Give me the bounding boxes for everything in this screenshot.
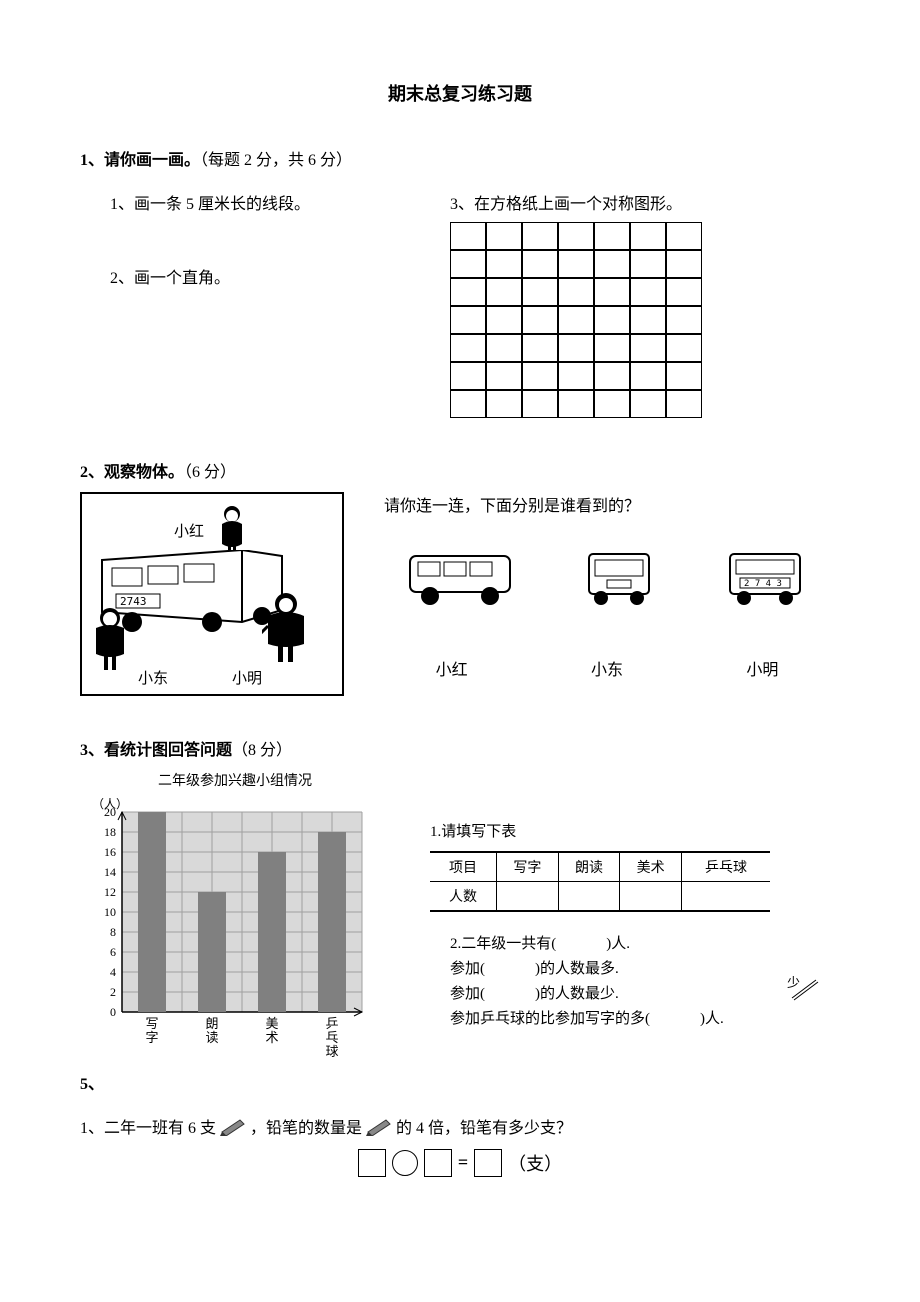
strike-icon	[790, 978, 820, 1002]
q3-lines: 2.二年级一共有()人. 参加()的人数最多. 参加()的人数最少. 少 参加乒…	[430, 932, 840, 1028]
names-row: 小红 小东 小明	[374, 656, 840, 680]
q3-score: （8 分）	[232, 742, 292, 759]
q5c: 的 4 倍，铅笔有多少支？	[396, 1120, 572, 1137]
l4a: 参加(	[450, 986, 485, 1002]
q5-line: 1、二年一班有 6 支 ，铅笔的数量是 的 4 倍，铅笔有多少支？	[80, 1114, 840, 1141]
th-c3: 乒乓球	[681, 852, 770, 882]
doc-title: 期末总复习练习题	[80, 80, 840, 106]
cell-0	[497, 882, 559, 912]
svg-text:术: 术	[265, 1030, 278, 1045]
back-plate: 2 7 4 3	[744, 579, 782, 589]
table-prompt: 1.请填写下表	[430, 820, 840, 841]
l2a: 2.二年级一共有(	[450, 936, 556, 952]
kid-left-icon	[88, 606, 132, 676]
eq-box	[474, 1149, 502, 1177]
svg-text:20: 20	[104, 805, 116, 819]
l5b: )人.	[700, 1011, 724, 1027]
kid-top-label: 小红	[174, 520, 204, 541]
q1-sub3: 3、在方格纸上画一个对称图形。	[450, 190, 840, 214]
svg-text:2: 2	[110, 985, 116, 999]
bus-side-icon	[406, 550, 516, 606]
l3a: 参加(	[450, 961, 485, 977]
q1-heading: 1、请你画一画。（每题 2 分，共 6 分）	[80, 146, 840, 170]
q1-label: 请你画一画。	[104, 152, 200, 169]
q2-label: 观察物体。	[104, 464, 184, 481]
row-label: 人数	[430, 882, 497, 912]
q5-num: 5、	[80, 1070, 840, 1094]
l3b: )的人数最多.	[535, 961, 619, 977]
eq-row: = （支）	[80, 1149, 840, 1177]
svg-text:18: 18	[104, 825, 116, 839]
name-2: 小明	[746, 656, 778, 680]
pen-icon	[366, 1118, 392, 1141]
q3-num: 3、	[80, 742, 104, 759]
q2-prompt: 请你连一连，下面分别是谁看到的？	[384, 492, 840, 516]
kid-right-label: 小明	[232, 667, 262, 688]
chart-title: 二年级参加兴趣小组情况	[80, 770, 390, 790]
svg-text:0: 0	[110, 1005, 116, 1019]
kid-left-label: 小东	[138, 667, 168, 688]
svg-text:美: 美	[265, 1016, 278, 1031]
th-c2: 美术	[620, 852, 682, 882]
cell-1	[558, 882, 620, 912]
eq-unit: （支）	[508, 1150, 562, 1176]
l2b: )人.	[606, 936, 630, 952]
q3-label: 看统计图回答问题	[104, 742, 232, 759]
svg-text:字: 字	[145, 1030, 158, 1045]
q1-sub2: 2、画一个直角。	[110, 264, 410, 288]
th-project: 项目	[430, 852, 497, 882]
svg-text:乓: 乓	[325, 1030, 338, 1045]
name-0: 小红	[436, 656, 468, 680]
cell-3	[681, 882, 770, 912]
pen-icon	[220, 1118, 246, 1141]
svg-text:4: 4	[110, 965, 116, 979]
eq-box	[358, 1149, 386, 1177]
q5a: 1、二年一班有 6 支	[80, 1120, 216, 1137]
q1-score: （每题 2 分，共 6 分）	[200, 152, 352, 169]
svg-text:读: 读	[205, 1030, 218, 1045]
eq-op-circle	[392, 1150, 418, 1176]
eq-box	[424, 1149, 452, 1177]
q2-heading: 2、观察物体。（6 分）	[80, 458, 840, 482]
scene-box: 小红 2743	[80, 492, 344, 696]
svg-text:14: 14	[104, 865, 116, 879]
bar-chart: （人）02468101214161820写字朗读美术乒乓球	[80, 794, 390, 1064]
name-1: 小东	[591, 656, 623, 680]
svg-text:写: 写	[145, 1016, 158, 1031]
svg-text:12: 12	[104, 885, 116, 899]
q1-sub1: 1、画一条 5 厘米长的线段。	[110, 190, 410, 214]
l5a: 参加乒乓球的比参加写字的多(	[450, 1011, 650, 1027]
kid-right-icon	[262, 592, 310, 668]
svg-text:16: 16	[104, 845, 116, 859]
q5b: ，铅笔的数量是	[250, 1120, 362, 1137]
cell-2	[620, 882, 682, 912]
th-c1: 朗读	[558, 852, 620, 882]
svg-text:球: 球	[325, 1044, 338, 1059]
th-c0: 写字	[497, 852, 559, 882]
svg-text:6: 6	[110, 945, 116, 959]
svg-text:朗: 朗	[205, 1016, 218, 1031]
q3-heading: 3、看统计图回答问题（8 分）	[80, 736, 840, 760]
l4b: )的人数最少.	[535, 986, 619, 1002]
fill-table: 项目 写字 朗读 美术 乒乓球 人数	[430, 851, 770, 912]
q2-num: 2、	[80, 464, 104, 481]
q1-num: 1、	[80, 152, 104, 169]
svg-text:10: 10	[104, 905, 116, 919]
q2-score: （6 分）	[184, 464, 236, 481]
symmetry-grid	[450, 222, 840, 418]
svg-text:乒: 乒	[325, 1016, 338, 1031]
bus-front-icon	[581, 550, 657, 606]
views-row: 2 7 4 3	[374, 546, 840, 606]
kid-top-icon	[212, 504, 252, 556]
bus-back-icon: 2 7 4 3	[722, 550, 808, 606]
eq-eq: =	[458, 1152, 468, 1173]
svg-text:8: 8	[110, 925, 116, 939]
